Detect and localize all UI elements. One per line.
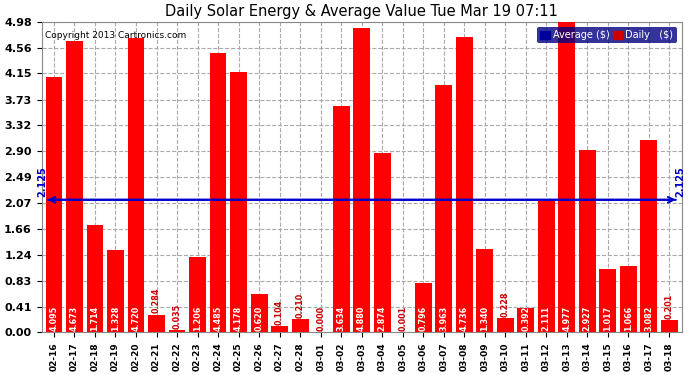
Text: 0.620: 0.620 xyxy=(255,306,264,331)
Text: 0.228: 0.228 xyxy=(501,291,510,317)
Bar xyxy=(292,319,308,332)
Bar xyxy=(497,318,513,332)
Text: 2.125: 2.125 xyxy=(676,166,686,197)
Bar xyxy=(456,37,473,332)
Text: 0.210: 0.210 xyxy=(295,293,304,318)
Text: 2.927: 2.927 xyxy=(583,306,592,331)
Text: 1.206: 1.206 xyxy=(193,306,202,331)
Text: 0.796: 0.796 xyxy=(419,306,428,331)
Bar xyxy=(640,140,658,332)
Bar xyxy=(435,85,452,332)
Bar xyxy=(558,22,575,332)
Text: 2.874: 2.874 xyxy=(377,306,386,331)
Text: 3.082: 3.082 xyxy=(644,306,653,331)
Bar xyxy=(538,201,555,332)
Text: 4.977: 4.977 xyxy=(562,306,571,331)
Text: 4.880: 4.880 xyxy=(357,306,366,331)
Text: 0.035: 0.035 xyxy=(172,304,181,329)
Text: 0.001: 0.001 xyxy=(398,306,407,331)
Bar xyxy=(66,41,83,332)
Bar xyxy=(415,283,432,332)
Text: 0.201: 0.201 xyxy=(665,293,674,319)
Bar xyxy=(148,315,165,332)
Text: 2.125: 2.125 xyxy=(38,166,48,197)
Bar xyxy=(333,106,350,332)
Text: Copyright 2013 Cartronics.com: Copyright 2013 Cartronics.com xyxy=(45,31,186,40)
Text: 3.963: 3.963 xyxy=(440,306,449,331)
Text: 4.736: 4.736 xyxy=(460,306,469,331)
Bar xyxy=(128,38,144,332)
Text: 1.328: 1.328 xyxy=(111,306,120,331)
Bar xyxy=(600,269,616,332)
Bar xyxy=(374,153,391,332)
Bar xyxy=(230,72,247,332)
Bar xyxy=(271,326,288,332)
Bar xyxy=(168,330,186,332)
Text: 1.066: 1.066 xyxy=(624,306,633,331)
Text: 4.095: 4.095 xyxy=(50,306,59,331)
Text: 0.284: 0.284 xyxy=(152,288,161,314)
Text: 0.392: 0.392 xyxy=(521,306,531,331)
Text: 1.340: 1.340 xyxy=(480,306,489,331)
Bar xyxy=(661,320,678,332)
Title: Daily Solar Energy & Average Value Tue Mar 19 07:11: Daily Solar Energy & Average Value Tue M… xyxy=(165,4,558,19)
Text: 4.673: 4.673 xyxy=(70,306,79,331)
Text: 3.634: 3.634 xyxy=(337,306,346,331)
Bar xyxy=(353,28,370,332)
Bar xyxy=(250,294,268,332)
Text: 4.178: 4.178 xyxy=(234,306,243,331)
Text: 1.017: 1.017 xyxy=(603,306,612,331)
Text: 4.485: 4.485 xyxy=(214,306,223,331)
Legend: Average ($), Daily   ($): Average ($), Daily ($) xyxy=(537,27,677,44)
Bar xyxy=(189,257,206,332)
Bar xyxy=(107,249,124,332)
Text: 0.104: 0.104 xyxy=(275,300,284,325)
Bar xyxy=(518,308,534,332)
Text: 4.720: 4.720 xyxy=(132,306,141,331)
Bar xyxy=(579,150,595,332)
Bar xyxy=(86,225,104,332)
Text: 2.111: 2.111 xyxy=(542,306,551,331)
Bar xyxy=(46,77,62,332)
Bar xyxy=(620,266,637,332)
Bar xyxy=(476,249,493,332)
Text: 0.000: 0.000 xyxy=(316,306,325,331)
Text: 1.714: 1.714 xyxy=(90,306,99,331)
Bar xyxy=(210,53,226,332)
